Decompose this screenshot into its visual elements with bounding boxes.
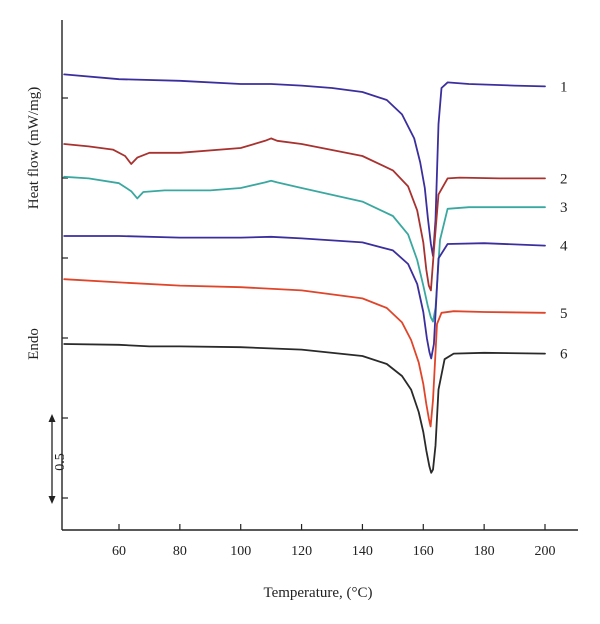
x-tick-label-200: 200 [535,544,556,559]
series-label-2: 2 [560,171,568,187]
x-axis-title: Temperature, (°C) [263,585,372,601]
series-label-3: 3 [560,200,568,216]
x-tick-label-80: 80 [173,544,187,559]
y-ticks [62,97,68,499]
x-tick-label-100: 100 [230,544,251,559]
trace-5 [63,278,546,428]
scale-bar-arrow-down [48,496,56,504]
scale-bar-arrow-up [48,414,56,422]
series-labels: 1 2 3 4 5 6 [560,79,568,362]
trace-6 [63,343,546,474]
axes [61,20,578,531]
trace-3 [63,175,546,323]
scale-bar-label: 0.5 [53,453,68,471]
x-tick-label-60: 60 [112,544,126,559]
trace-4 [63,235,546,360]
x-tick-label-140: 140 [352,544,373,559]
series-label-1: 1 [560,79,568,95]
trace-1 [63,73,546,257]
x-ticks: 60 80 100 120 140 160 180 200 [112,524,556,559]
series-label-4: 4 [560,239,568,255]
series-label-6: 6 [560,347,568,363]
x-tick-label-120: 120 [291,544,312,559]
traces [63,73,546,474]
series-label-5: 5 [560,306,568,322]
y-axis-endo-label: Endo [26,328,42,360]
y-axis-title: Heat flow (mW/mg) [26,87,42,209]
x-tick-label-160: 160 [413,544,434,559]
x-tick-label-180: 180 [474,544,495,559]
trace-2 [63,137,546,292]
scale-bar: 0.5 [48,414,68,504]
